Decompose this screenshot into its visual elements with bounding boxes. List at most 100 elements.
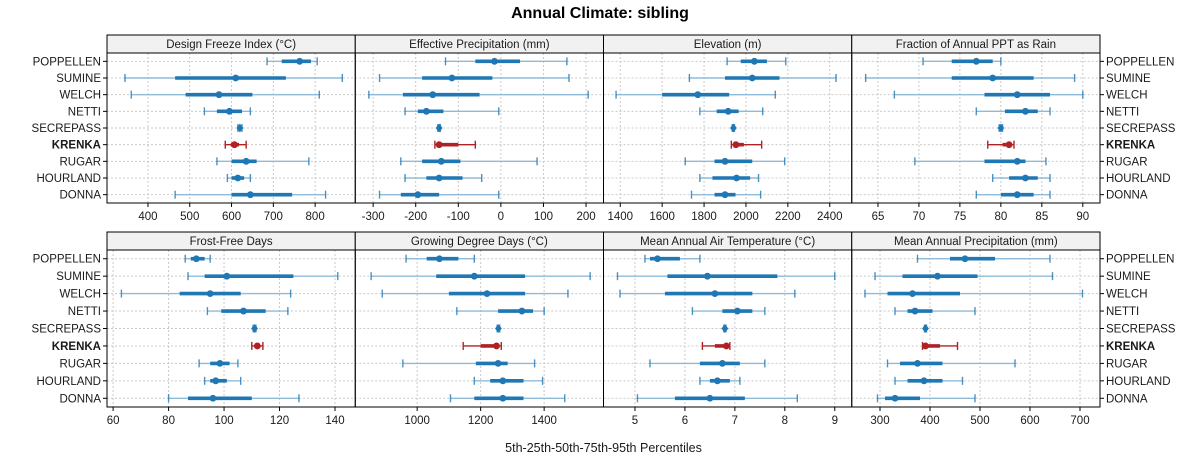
station-series-krenka [434,140,477,149]
median-diamond-marker [495,324,502,333]
station-series-krenka [224,140,247,149]
station-series-krenka [730,140,763,149]
panel: 60 80 100 120 140 Frost-Free Days [103,231,356,427]
station-series-poppellen [922,57,1002,66]
station-label-left: SECREPASS [32,123,102,135]
median-dot-marker [499,394,507,402]
station-label-right: POPPELLEN [1106,254,1174,266]
median-dot-marker [414,191,422,199]
station-label-right: DONNA [1106,393,1148,405]
x-tick-label: 800 [306,211,325,223]
median-dot-marker [654,255,661,263]
station-series-sumine [378,74,570,82]
station-series-hourland [894,376,964,385]
panel: 1400 1600 1800 2000 2200 2400 Elevation (m) [603,34,853,223]
x-tick-label: 200 [576,211,595,223]
station-label-left: SUMINE [56,271,101,283]
median-dot-marker [240,307,247,315]
median-dot-marker [732,141,740,149]
median-dot-marker [470,272,478,280]
median-dot-marker [494,359,502,367]
median-dot-marker [922,342,929,350]
station-label-left: RUGAR [59,156,101,168]
median-dot-marker [721,191,729,199]
median-dot-marker [226,107,233,115]
median-dot-marker [750,57,758,65]
station-label-right: KRENKA [1106,140,1155,152]
station-label-left: HOURLAND [36,376,101,388]
median-dot-marker [1022,174,1029,182]
station-series-hourland [203,376,242,385]
station-label-left: POPPELLEN [33,254,101,266]
station-series-hourland [404,174,483,182]
station-series-donna [636,394,799,403]
station-series-netti [404,107,500,116]
station-series-hourland [699,376,741,385]
median-dot-marker [209,394,217,402]
panel-strip [851,231,1101,251]
station-series-secrepass [997,123,1005,133]
station-series-secrepass [922,324,929,333]
x-tick-label: 1400 [531,415,557,427]
panel: 300 400 500 600 700 Mean Annual Precipitation… [851,231,1104,427]
station-series-netti [691,307,766,316]
station-label-right: KRENKA [1106,341,1155,353]
median-dot-marker [718,359,726,367]
median-dot-marker [212,377,220,385]
station-label-right: WELCH [1106,90,1148,102]
panel-strip-title: Growing Degree Days (°C) [411,236,548,248]
median-dot-marker [914,359,921,367]
median-dot-marker [961,255,969,263]
median-dot-marker [232,74,240,82]
median-dot-marker [435,141,443,149]
panel-strip-title: Mean Annual Precipitation (mm) [894,236,1058,248]
median-dot-marker [215,91,223,99]
panel: 65 70 75 80 85 90 Fraction of Annual PPT as Ra… [851,34,1104,223]
median-dot-marker [192,255,200,263]
station-series-rugar [914,157,1047,166]
station-series-netti [206,307,289,316]
station-series-welch [368,90,589,99]
station-series-poppellen [444,57,568,66]
x-tick-label: 7 [732,415,738,427]
median-dot-marker [694,91,702,99]
station-label-left: NETTI [68,306,101,318]
x-tick-label: 90 [1076,211,1089,223]
median-dot-marker [206,290,214,298]
chart-title: Annual Climate: sibling [511,5,689,22]
median-dot-marker [518,307,526,315]
station-series-welch [130,90,321,99]
station-series-krenka [251,341,264,350]
station-series-welch [615,90,776,99]
station-label-left: WELCH [59,90,101,102]
median-dot-marker [711,290,719,298]
station-series-poppellen [916,254,1051,263]
panel: -300 -200 -100 0 100 200 Effective Precipitati… [354,34,604,223]
panel-strip-title: Design Freeze Index (°C) [166,39,296,51]
median-dot-marker [1005,141,1013,149]
station-label-left: SUMINE [56,73,101,85]
x-tick-label: 75 [954,211,967,223]
x-tick-label: 700 [1070,415,1089,427]
median-diamond-marker [721,324,729,333]
station-series-secrepass [435,123,443,133]
station-label-left: SECREPASS [32,324,102,336]
x-tick-label: 400 [138,211,157,223]
station-label-left: HOURLAND [36,173,101,185]
median-dot-marker [253,342,261,350]
median-dot-marker [748,74,756,82]
station-series-hourland [991,174,1051,182]
x-tick-label: 0 [498,211,504,223]
station-label-right: RUGAR [1106,156,1148,168]
median-dot-marker [429,91,437,99]
x-tick-label: 6 [682,415,688,427]
x-tick-label: 85 [1035,211,1048,223]
station-label-left: KRENKA [52,341,101,353]
panel-strip-title: Mean Annual Air Temperature (°C) [640,236,815,248]
median-dot-marker [1013,191,1021,199]
panel-strip-title: Elevation (m) [694,39,762,51]
station-label-left: NETTI [68,106,101,118]
station-series-krenka [701,341,731,350]
station-series-welch [864,289,1084,298]
